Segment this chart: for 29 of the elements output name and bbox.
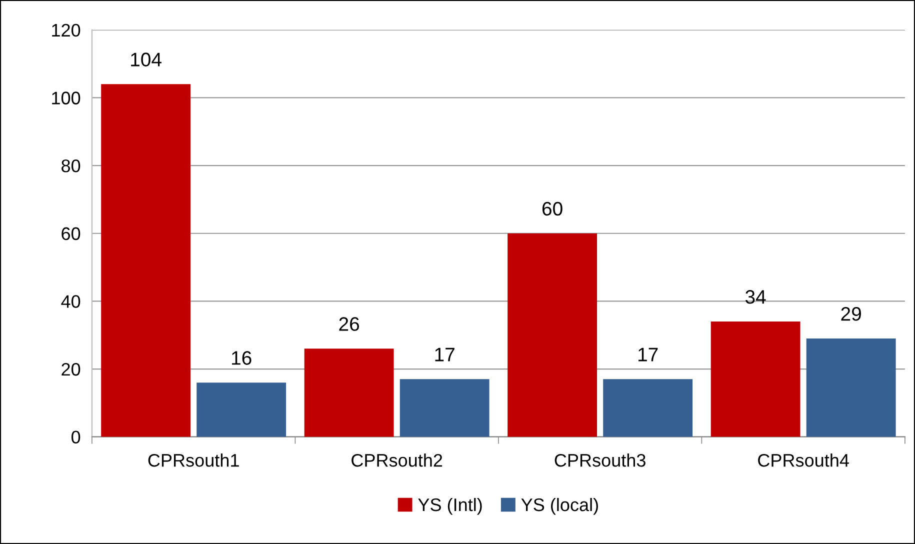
y-tick-label: 120 — [52, 24, 80, 37]
data-label: 17 — [638, 348, 658, 362]
x-tick-label: CPRsouth2 — [352, 454, 442, 467]
data-label: 17 — [435, 348, 454, 362]
y-tick-label: 20 — [62, 362, 80, 376]
y-tick-label: 100 — [52, 92, 80, 104]
bar — [196, 382, 286, 437]
data-label: 16 — [232, 351, 252, 365]
bar — [806, 338, 896, 437]
y-tick-label: 60 — [62, 227, 80, 240]
bar — [101, 84, 191, 437]
legend-label: YS (local) — [521, 498, 598, 515]
bar — [710, 322, 800, 437]
x-tick-label: CPRsouth3 — [554, 454, 646, 467]
bar — [508, 233, 598, 437]
x-tick-label: CPRsouth1 — [148, 454, 239, 467]
x-tick-label: CPRsouth4 — [758, 454, 849, 467]
data-label: 60 — [542, 202, 562, 216]
y-tick-label: 0 — [72, 430, 80, 444]
legend-label: YS (Intl) — [418, 498, 482, 515]
bar — [603, 379, 693, 437]
y-tick-label: 80 — [62, 159, 80, 172]
data-label: 104 — [131, 52, 162, 66]
y-tick-label: 40 — [61, 295, 80, 308]
bar — [400, 379, 490, 437]
data-label: 34 — [745, 290, 766, 304]
data-label: 29 — [841, 306, 861, 321]
data-label: 26 — [339, 317, 360, 331]
bar — [304, 348, 394, 437]
